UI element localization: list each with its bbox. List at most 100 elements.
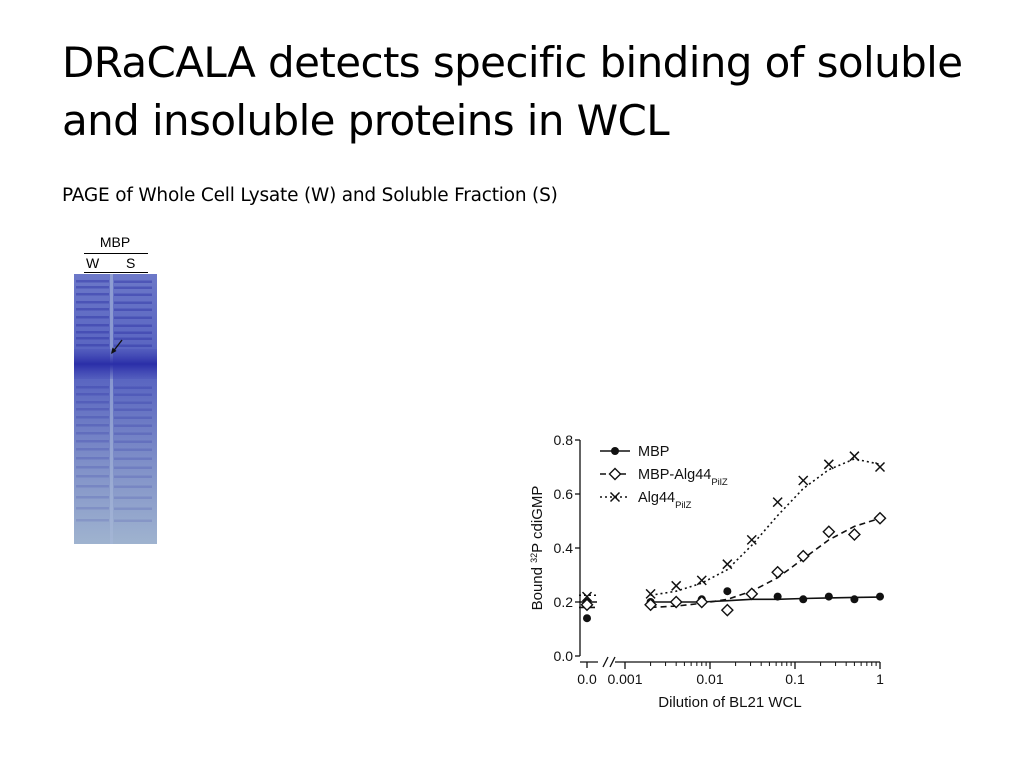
gel-band: [114, 386, 152, 389]
gel-band: [76, 324, 109, 327]
x-marker-stroke: [823, 459, 834, 470]
gel-band: [76, 393, 109, 396]
x-marker-stroke: [645, 588, 656, 599]
legend-label-name: MBP-Alg44: [638, 467, 711, 483]
gel-band: [114, 408, 152, 411]
legend-marker-filled-circle: [611, 447, 619, 455]
gel-header-rule-bottom: [84, 272, 148, 273]
x-tick-label: 0.0: [577, 671, 597, 687]
chart-fit-lines: [579, 458, 881, 609]
legend-label-name: Alg44: [638, 490, 675, 506]
x-marker-stroke: [696, 575, 707, 586]
legend-marker-open-diamond: [608, 467, 622, 481]
x-tick-label: 0.01: [696, 671, 723, 687]
gel-band: [114, 432, 152, 435]
y-axis-label-suffix: P cdiGMP: [529, 486, 546, 553]
chart-points: [580, 451, 887, 623]
gel-image-panel: MBP W S: [70, 232, 160, 544]
binding-chart-svg: 0.0 0.2 0.4 0.6 0.8 0.0 0.001 0.01 0.1 1 MBP MBP-A…: [529, 432, 887, 711]
data-point-filled-circle: [850, 595, 859, 604]
x-marker-stroke: [609, 491, 621, 503]
data-point-filled-circle: [723, 587, 732, 596]
data-point-x-cross: [746, 534, 757, 545]
gel-band: [114, 424, 152, 427]
gel-band: [76, 416, 109, 419]
x-tick-label: 1: [876, 671, 884, 687]
gel-major-band: [74, 349, 157, 379]
y-tick-label: 0.6: [554, 486, 574, 502]
gel-band: [76, 331, 109, 334]
gel-band: [76, 475, 109, 478]
gel-band: [76, 316, 109, 319]
data-point-x-cross: [722, 559, 733, 570]
gel-band: [114, 496, 152, 499]
y-tick-label: 0.0: [554, 648, 574, 664]
data-point-open-diamond: [771, 565, 785, 579]
x-marker-stroke: [581, 591, 593, 602]
y-tick-label: 0.4: [554, 540, 574, 556]
x-marker-stroke: [746, 534, 757, 545]
gel-background: [74, 274, 157, 544]
gel-band: [114, 280, 152, 283]
y-axis-label-prefix: Bound: [529, 563, 546, 611]
data-point-x-cross: [645, 588, 656, 599]
data-point-filled-circle: [773, 592, 782, 601]
x-marker-stroke: [722, 559, 733, 570]
data-point-open-diamond: [644, 598, 658, 612]
x-marker-stroke: [874, 461, 886, 473]
data-point-x-cross: [772, 497, 783, 508]
gel-band: [114, 475, 152, 478]
gel-header-rule: [84, 253, 148, 254]
gel-band: [76, 448, 109, 451]
data-point-open-diamond: [745, 587, 759, 601]
data-point-x-cross: [823, 459, 834, 470]
gel-lane-label-w: W: [86, 255, 100, 271]
gel-band: [76, 496, 109, 499]
gel-band: [114, 448, 152, 451]
data-point-open-diamond: [580, 598, 594, 612]
gel-band: [114, 308, 152, 311]
y-axis-label: Bound 32P cdiGMP: [529, 486, 546, 611]
gel-band: [76, 457, 109, 460]
legend-label: MBP-Alg44PilZ: [638, 467, 728, 488]
gel-band: [76, 408, 109, 411]
data-point-x-cross: [696, 575, 707, 586]
slide-title: DRaCALA detects specific binding of solu…: [62, 38, 963, 145]
binding-chart: 0.0 0.2 0.4 0.6 0.8 0.0 0.001 0.01 0.1 1 MBP MBP-A…: [520, 425, 900, 720]
x-marker-stroke: [849, 451, 860, 462]
gel-band: [76, 293, 109, 296]
gel-band: [76, 344, 109, 347]
data-point-open-diamond: [822, 525, 836, 539]
data-point-filled-circle: [799, 595, 808, 604]
data-point-x-cross: [581, 591, 593, 602]
x-axis-label: Dilution of BL21 WCL: [658, 694, 801, 711]
x-axis-break: [602, 656, 609, 668]
gel-band: [76, 519, 109, 522]
data-point-filled-circle: [876, 592, 884, 601]
gel-band: [76, 280, 109, 283]
data-point-filled-circle: [583, 614, 591, 623]
fit-line-filled-circle: [650, 596, 881, 603]
x-marker-stroke: [798, 475, 809, 486]
data-point-open-diamond: [720, 603, 734, 617]
gel-header-label: MBP: [99, 234, 131, 250]
x-axis-break: [609, 656, 616, 668]
y-axis-label-superscript: 32: [529, 553, 539, 563]
gel-band: [76, 308, 109, 311]
gel-photo: [74, 274, 157, 544]
gel-band: [76, 286, 109, 289]
gel-band: [76, 466, 109, 469]
gel-bands: [76, 274, 152, 544]
gel-band: [114, 286, 152, 289]
gel-band: [114, 457, 152, 460]
data-point-x-cross: [671, 580, 682, 591]
legend-label-subscript: PilZ: [711, 477, 728, 488]
gel-band: [76, 432, 109, 435]
x-marker-stroke: [772, 497, 783, 508]
data-point-open-diamond: [847, 528, 861, 541]
gel-lane-gap: [110, 274, 113, 544]
y-tick-label: 0.8: [554, 432, 574, 448]
data-point-filled-circle: [824, 592, 833, 601]
gel-band: [114, 507, 152, 510]
